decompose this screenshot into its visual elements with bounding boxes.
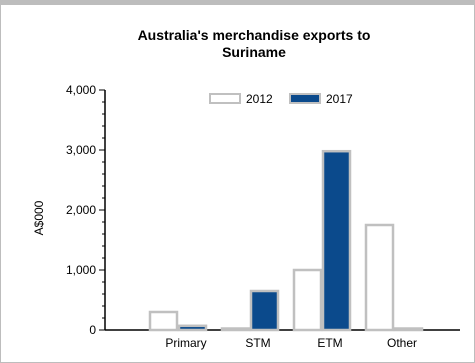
- chart-title-line-1: Australia's merchandise exports to: [138, 27, 371, 43]
- y-tick-label: 2,000: [66, 203, 96, 217]
- bar-primary-2012: [148, 310, 179, 332]
- legend: 2012 2017: [209, 92, 353, 106]
- y-tick-label: 0: [89, 323, 96, 337]
- bar-etm-2017: [321, 149, 352, 332]
- x-tick-label: ETM: [317, 336, 342, 350]
- bar-primary-2017: [177, 324, 208, 332]
- legend-label-2012: 2012: [246, 92, 273, 106]
- chart-title-line-2: Suriname: [222, 44, 286, 60]
- legend-swatch-2017: [289, 93, 321, 104]
- y-axis-label: A$000: [32, 200, 46, 235]
- y-axis: 0 1,000 2,000 3,000 4,000: [66, 83, 106, 337]
- y-tick-label: 3,000: [66, 143, 96, 157]
- x-tick-label: STM: [245, 336, 270, 350]
- legend-swatch-2012: [209, 93, 241, 104]
- x-tick-label: Primary: [165, 336, 206, 350]
- bar-etm-2012: [292, 268, 323, 332]
- legend-label-2017: 2017: [326, 92, 353, 106]
- bar-stm-2012: [220, 327, 251, 332]
- y-tick-label: 1,000: [66, 263, 96, 277]
- bar-marks: [148, 149, 424, 332]
- y-tick-label: 4,000: [66, 83, 96, 97]
- x-axis: Primary STM ETM Other: [105, 329, 460, 350]
- bar-stm-2017: [249, 289, 280, 332]
- x-tick-label: Other: [387, 336, 417, 350]
- bar-other-2012: [364, 223, 395, 332]
- bar-other-2017: [393, 327, 424, 332]
